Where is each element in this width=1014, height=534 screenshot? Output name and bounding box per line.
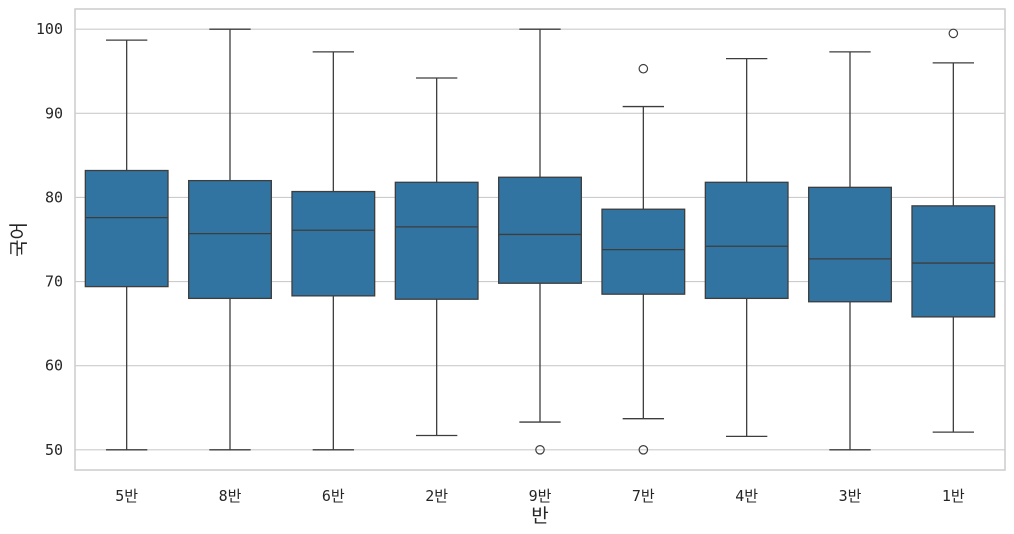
y-tick-label: 50 <box>45 441 63 459</box>
x-tick-labels: 5반 8반 6반 2반 9반 7반 4반 3반 1반 <box>115 487 965 505</box>
box-group-5 <box>498 28 582 455</box>
x-tick-label: 4반 <box>735 487 758 505</box>
iqr-box <box>291 190 376 297</box>
x-tick-label: 5반 <box>115 487 138 505</box>
box-group-6 <box>601 63 686 455</box>
box-group-4 <box>394 77 479 437</box>
x-tick-label: 2반 <box>425 487 448 505</box>
outlier-point <box>638 445 649 455</box>
box-group-1 <box>84 39 169 451</box>
plot-frame <box>74 8 1006 471</box>
outlier-point <box>948 28 959 39</box>
iqr-box <box>911 205 996 318</box>
y-tick-label: 100 <box>36 20 63 38</box>
iqr-box <box>808 186 892 303</box>
x-tick-label: 7반 <box>632 487 655 505</box>
x-axis-label: 반 <box>531 505 548 527</box>
x-tick-label: 3반 <box>839 487 862 505</box>
x-tick-label: 1반 <box>942 487 965 505</box>
x-tick-label: 9반 <box>529 487 552 505</box>
outlier-point <box>638 63 649 74</box>
box-group-3 <box>291 51 376 451</box>
iqr-box <box>704 181 789 300</box>
y-tick-label: 90 <box>45 104 63 122</box>
outlier-point <box>535 445 545 455</box>
y-tick-labels: 50 60 70 80 90 100 <box>36 20 63 459</box>
iqr-box <box>498 176 582 284</box>
y-tick-label: 70 <box>45 273 63 291</box>
box-series <box>84 28 996 455</box>
iqr-box <box>188 179 272 300</box>
y-tick-label: 60 <box>45 357 63 375</box>
iqr-box <box>601 208 686 295</box>
x-tick-label: 8반 <box>219 487 242 505</box>
x-tick-label: 6반 <box>322 487 345 505</box>
box-group-2 <box>188 28 272 451</box>
y-axis-label: 국어 <box>8 222 30 257</box>
y-tick-label: 80 <box>45 188 63 206</box>
iqr-box <box>394 181 479 300</box>
iqr-box <box>84 169 169 288</box>
box-group-7 <box>704 57 789 438</box>
box-group-8 <box>808 51 892 451</box>
box-group-9 <box>911 28 996 433</box>
